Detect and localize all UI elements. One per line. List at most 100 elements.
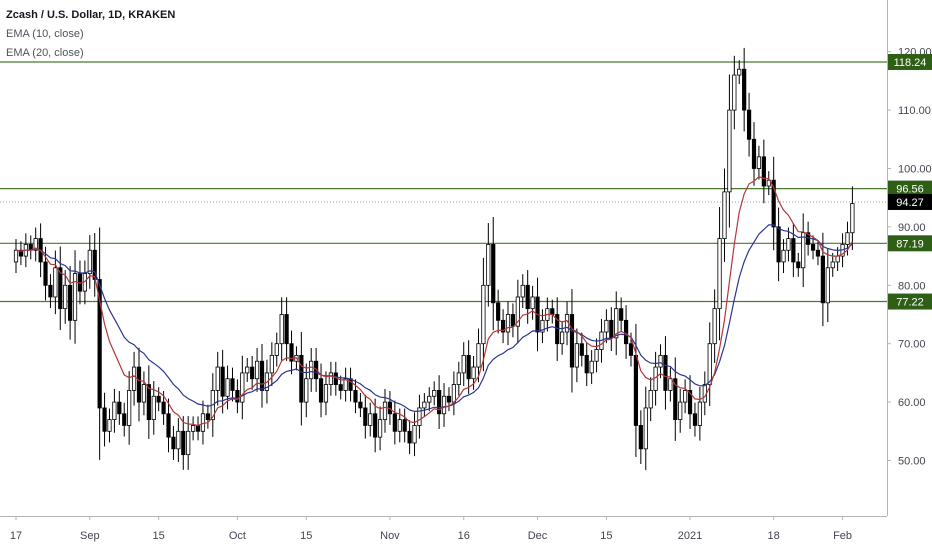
ema-lines bbox=[15, 176, 853, 427]
candle-body bbox=[712, 308, 717, 345]
x-tick-label: 16 bbox=[458, 530, 470, 542]
candle-body bbox=[830, 261, 835, 269]
candle-body bbox=[515, 296, 520, 327]
candle-body bbox=[250, 366, 255, 380]
candle-body bbox=[432, 390, 437, 397]
legend-ema-20[interactable]: EMA (20, close) bbox=[6, 47, 84, 59]
candle-body bbox=[801, 232, 806, 269]
candle-body bbox=[117, 401, 122, 415]
candle-body bbox=[279, 314, 284, 345]
candle-body bbox=[195, 425, 201, 432]
candle-body bbox=[338, 384, 343, 391]
candle-body bbox=[343, 378, 348, 391]
x-tick-label: 17 bbox=[10, 530, 22, 542]
candle-body bbox=[525, 284, 530, 310]
legend-symbol[interactable]: Zcash / U.S. Dollar, 1D, KRAKEN bbox=[6, 9, 176, 21]
level-price-tag bbox=[888, 293, 932, 310]
candle-body bbox=[358, 401, 363, 409]
candle-body bbox=[727, 109, 732, 193]
legend-ema-10[interactable]: EMA (10, close) bbox=[6, 28, 84, 40]
candle-body bbox=[496, 302, 501, 321]
candle-body bbox=[63, 284, 68, 310]
candle-body bbox=[13, 249, 19, 263]
candle-body bbox=[737, 68, 742, 76]
candle-body bbox=[761, 156, 766, 187]
candle-body bbox=[550, 308, 555, 315]
candle-body bbox=[668, 378, 673, 391]
candle-body bbox=[796, 261, 801, 269]
candle-body bbox=[402, 419, 407, 432]
ema-10-line bbox=[15, 176, 853, 427]
candle-body bbox=[102, 407, 107, 432]
candle-body bbox=[776, 226, 781, 263]
candle-body bbox=[422, 401, 427, 409]
candle-body bbox=[476, 343, 481, 368]
candle-body bbox=[751, 138, 757, 169]
candle-body bbox=[151, 395, 156, 421]
candle-body bbox=[373, 413, 378, 438]
y-tick-label: 50.00 bbox=[898, 456, 926, 468]
candle-body bbox=[687, 390, 693, 415]
price-labels: 118.24 96.56 87.19 77.22 94.27 bbox=[888, 53, 932, 310]
candle-body bbox=[309, 360, 314, 380]
candle-body bbox=[259, 360, 265, 391]
candle-body bbox=[353, 390, 358, 403]
candle-body bbox=[166, 413, 171, 438]
candle-body bbox=[638, 425, 643, 450]
candle-body bbox=[623, 319, 629, 345]
candle-body bbox=[392, 413, 397, 432]
candle-body bbox=[441, 395, 447, 415]
x-tick-label: Dec bbox=[528, 530, 548, 542]
chart-legend: Zcash / U.S. Dollar, 1D, KRAKEN EMA (10,… bbox=[6, 6, 175, 63]
candle-body bbox=[845, 232, 850, 245]
candle-body bbox=[815, 249, 821, 257]
candle-body bbox=[589, 360, 594, 374]
candle-body bbox=[722, 191, 727, 239]
candle-body bbox=[235, 390, 240, 403]
y-tick-label: 60.00 bbox=[898, 397, 926, 409]
axes: 50.0060.0070.0080.0090.00100.00110.00120… bbox=[0, 0, 932, 542]
candle-body bbox=[491, 244, 496, 304]
candle-body bbox=[717, 238, 722, 310]
x-tick-label: Nov bbox=[380, 530, 400, 542]
candle-body bbox=[850, 203, 855, 234]
level-price-label: 77.22 bbox=[896, 297, 924, 309]
level-price-label: 118.24 bbox=[894, 57, 927, 69]
candle-body bbox=[835, 255, 840, 263]
candle-body bbox=[200, 413, 206, 432]
candle-body bbox=[181, 430, 186, 456]
candle-body bbox=[594, 349, 599, 362]
candle-body bbox=[683, 390, 688, 403]
level-price-label: 87.19 bbox=[896, 238, 924, 250]
candle-body bbox=[451, 384, 456, 403]
candle-body bbox=[397, 419, 402, 432]
x-tick-label: 15 bbox=[153, 530, 165, 542]
candle-body bbox=[427, 395, 432, 403]
candle-body bbox=[825, 267, 830, 304]
last-price-label: 94.27 bbox=[896, 197, 924, 209]
candle-body bbox=[643, 407, 648, 450]
candle-body bbox=[678, 401, 683, 421]
candle-body bbox=[363, 407, 368, 426]
candle-body bbox=[407, 430, 412, 444]
candle-body bbox=[810, 244, 816, 251]
candle-body bbox=[766, 179, 771, 187]
candle-body bbox=[742, 68, 747, 111]
candle-body bbox=[820, 255, 825, 304]
candle-body bbox=[707, 343, 712, 385]
candle-body bbox=[791, 238, 796, 263]
candle-body bbox=[628, 343, 634, 356]
candle-body bbox=[417, 407, 422, 426]
candle-body bbox=[53, 267, 58, 298]
candle-body bbox=[318, 378, 324, 403]
candle-body bbox=[609, 319, 614, 339]
level-price-tag bbox=[888, 53, 932, 70]
candle-body bbox=[584, 354, 589, 374]
candle-body bbox=[560, 331, 565, 345]
candle-body bbox=[786, 238, 791, 251]
candle-body bbox=[161, 401, 166, 415]
candle-body bbox=[220, 366, 225, 397]
candle-body bbox=[520, 284, 525, 298]
